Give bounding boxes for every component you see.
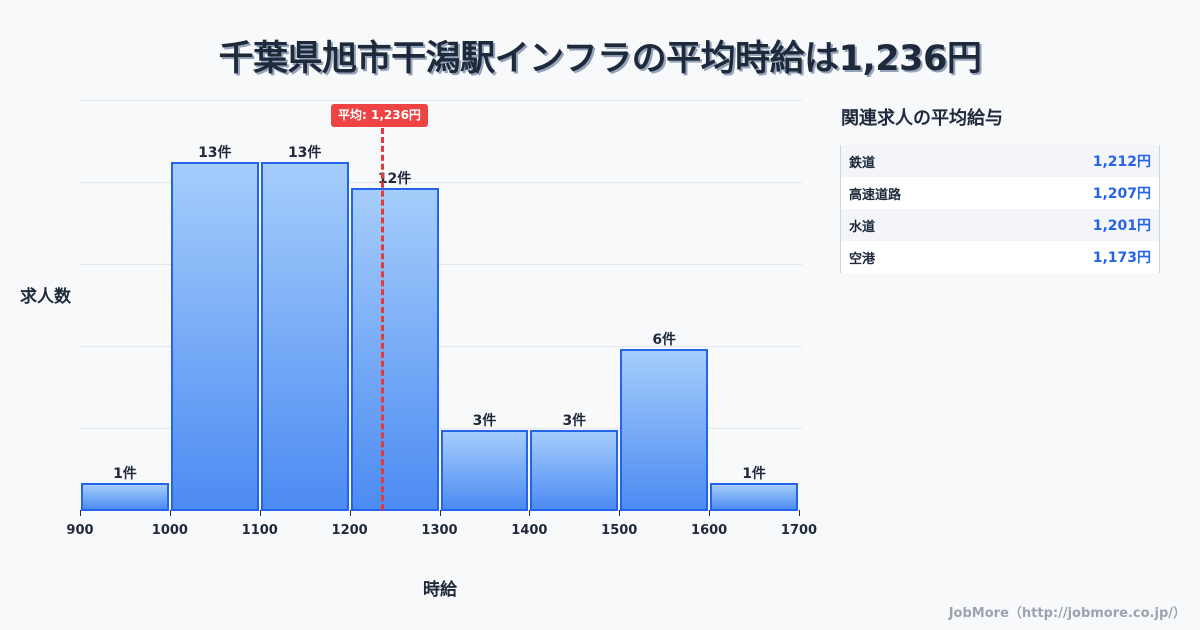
x-tick-label: 1500	[601, 523, 638, 538]
category-name: 空港	[849, 251, 876, 267]
bar-count-label: 3件	[472, 412, 497, 429]
bar-count-label: 13件	[287, 144, 322, 161]
x-tick	[619, 510, 621, 516]
category-name: 高速道路	[849, 187, 902, 203]
related-salary-row: 鉄道 1,212円	[841, 145, 1159, 177]
histogram-bar	[530, 429, 619, 511]
x-tick-label: 1000	[151, 523, 188, 538]
x-tick-label: 1100	[241, 523, 278, 538]
related-salary-table: 鉄道 1,212円 高速道路 1,207円 水道 1,201円 空港 1,173…	[840, 145, 1160, 273]
related-salary-row: 水道 1,201円	[841, 209, 1159, 241]
category-salary: 1,212円	[1092, 154, 1151, 170]
bar-count-label: 3件	[562, 412, 587, 429]
x-tick	[169, 510, 171, 516]
related-salary-row: 空港 1,173円	[841, 241, 1159, 273]
x-tick-label: 900	[66, 523, 94, 538]
x-tick-label: 1400	[511, 523, 548, 538]
x-tick	[709, 510, 711, 516]
gridline	[80, 346, 802, 347]
gridline	[80, 100, 802, 101]
bar-count-label: 1件	[113, 466, 137, 483]
bar-count-label: 12件	[377, 171, 412, 188]
histogram-bar	[260, 161, 349, 511]
source-credit: JobMore（http://jobmore.co.jp/）	[948, 606, 1186, 621]
histogram-chart: 1件 13件 13件 12件 3件 3件 6件 1件 900 1000 1100 1200 1300 1…	[20, 100, 817, 600]
x-tick	[80, 510, 81, 516]
x-axis-label: 時給	[423, 580, 457, 600]
x-tick	[349, 510, 351, 516]
gridline	[80, 264, 802, 265]
page-title: 千葉県旭市干潟駅インフラの平均時給は1,236円	[218, 39, 982, 79]
gridline	[80, 182, 802, 183]
histogram-bar	[170, 161, 259, 511]
category-salary: 1,173円	[1092, 250, 1151, 266]
x-tick-label: 1600	[691, 523, 728, 538]
x-tick	[439, 510, 441, 516]
related-salary-title: 関連求人の平均給与	[841, 108, 1003, 129]
category-salary: 1,207円	[1092, 186, 1151, 202]
y-axis-label: 求人数	[20, 287, 71, 307]
bar-count-label: 13件	[198, 144, 232, 161]
x-tick-label: 1300	[421, 523, 458, 538]
x-tick-label: 1200	[331, 523, 368, 538]
x-tick	[259, 510, 261, 516]
x-tick	[799, 510, 800, 516]
histogram-bar	[350, 188, 439, 511]
x-tick-label: 1700	[780, 523, 818, 538]
mean-badge: 平均: 1,236円	[331, 104, 428, 127]
related-salary-row: 高速道路 1,207円	[841, 177, 1159, 209]
histogram-bar	[620, 349, 709, 511]
x-tick	[529, 510, 531, 516]
bar-count-label: 1件	[742, 466, 766, 483]
mean-line	[380, 128, 384, 510]
category-name: 水道	[849, 219, 876, 235]
histogram-bar	[81, 483, 169, 511]
category-salary: 1,201円	[1092, 218, 1151, 234]
histogram-bar	[710, 483, 798, 511]
category-name: 鉄道	[849, 155, 876, 171]
gridline	[80, 428, 802, 429]
bar-count-label: 6件	[652, 332, 677, 349]
histogram-bar	[440, 429, 529, 511]
